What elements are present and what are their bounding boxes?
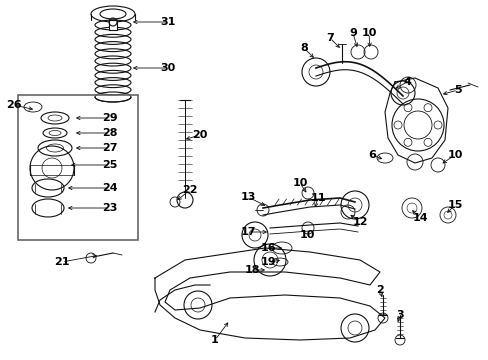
Text: 17: 17 bbox=[240, 227, 255, 237]
Text: 4: 4 bbox=[402, 77, 410, 87]
Text: 10: 10 bbox=[447, 150, 462, 160]
Text: 1: 1 bbox=[211, 335, 219, 345]
Bar bbox=[18, 95, 138, 240]
Text: 19: 19 bbox=[260, 257, 275, 267]
Text: 13: 13 bbox=[240, 192, 255, 202]
Text: 29: 29 bbox=[102, 113, 118, 123]
Text: 9: 9 bbox=[348, 28, 356, 38]
Bar bbox=[109, 20, 117, 30]
Text: 25: 25 bbox=[102, 160, 118, 170]
Text: 11: 11 bbox=[309, 193, 325, 203]
Text: 24: 24 bbox=[102, 183, 118, 193]
Text: 12: 12 bbox=[351, 217, 367, 227]
Text: 15: 15 bbox=[447, 200, 462, 210]
Text: 6: 6 bbox=[367, 150, 375, 160]
Text: 8: 8 bbox=[300, 43, 307, 53]
Text: 10: 10 bbox=[361, 28, 376, 38]
Text: 23: 23 bbox=[102, 203, 118, 213]
Text: 5: 5 bbox=[453, 85, 461, 95]
Text: 14: 14 bbox=[411, 213, 427, 223]
Text: 26: 26 bbox=[6, 100, 22, 110]
Text: 3: 3 bbox=[395, 310, 403, 320]
Text: 20: 20 bbox=[192, 130, 207, 140]
Text: 22: 22 bbox=[182, 185, 197, 195]
Text: 10: 10 bbox=[292, 178, 307, 188]
Text: 10: 10 bbox=[299, 230, 314, 240]
Text: 30: 30 bbox=[160, 63, 175, 73]
Text: 7: 7 bbox=[325, 33, 333, 43]
Text: 27: 27 bbox=[102, 143, 118, 153]
Text: 21: 21 bbox=[54, 257, 70, 267]
Text: 2: 2 bbox=[375, 285, 383, 295]
Text: 16: 16 bbox=[260, 243, 275, 253]
Text: 18: 18 bbox=[244, 265, 259, 275]
Text: 28: 28 bbox=[102, 128, 118, 138]
Text: 31: 31 bbox=[160, 17, 175, 27]
